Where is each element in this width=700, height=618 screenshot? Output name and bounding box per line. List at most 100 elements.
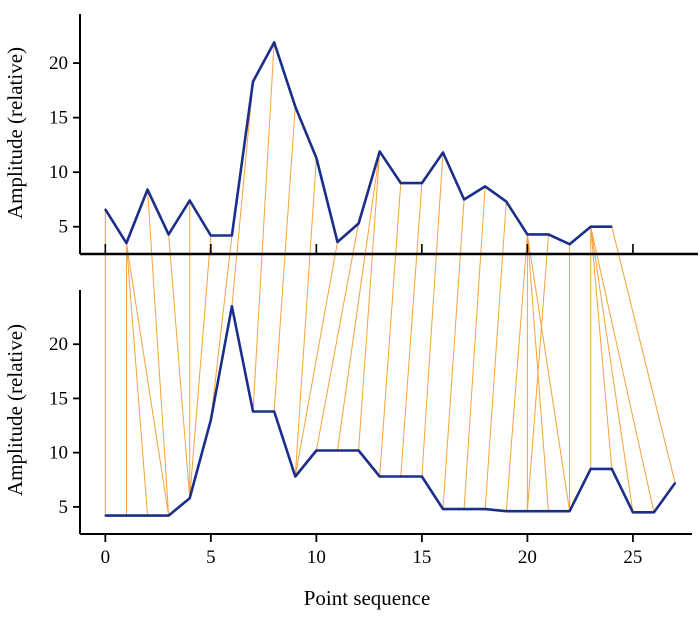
axes: 5 10 15 20 5 10 15 20 0 5 10 15 20 25	[49, 14, 698, 568]
warp-line	[526, 234, 571, 512]
y-tick-label-top: 10	[49, 162, 68, 183]
warp-line	[611, 226, 676, 484]
x-tick-label: 10	[307, 547, 326, 568]
data-point-bottom	[294, 475, 297, 478]
data-point-top	[484, 185, 487, 188]
warp-line	[379, 183, 402, 477]
data-point-top	[463, 198, 465, 201]
data-point-top	[252, 80, 254, 83]
warp-line	[463, 186, 486, 510]
x-tick-label: 25	[623, 547, 642, 568]
data-point-top	[568, 243, 571, 246]
data-point-top	[399, 182, 402, 184]
data-point-top	[273, 41, 276, 44]
y-axis-title-bottom: Amplitude (relative)	[3, 324, 27, 496]
data-point-top	[336, 241, 339, 243]
x-tick-label: 15	[412, 547, 431, 568]
x-tick-label: 0	[101, 547, 111, 568]
data-point-bottom	[252, 410, 254, 413]
data-point-bottom	[674, 482, 677, 484]
data-point-bottom	[568, 510, 571, 513]
data-point-bottom	[209, 419, 212, 422]
warp-line	[526, 234, 549, 512]
warp-line	[189, 235, 212, 499]
data-point-top	[547, 233, 550, 236]
data-point-top	[357, 222, 360, 225]
data-point-bottom	[273, 410, 276, 413]
data-point-top	[442, 151, 444, 154]
y-tick-label-top: 5	[59, 217, 69, 238]
data-point-top	[146, 188, 149, 191]
y-tick-label-bottom: 5	[59, 497, 69, 518]
warp-line	[590, 226, 634, 513]
data-point-bottom	[589, 468, 592, 470]
data-point-bottom	[505, 510, 508, 513]
series-lines	[104, 41, 677, 517]
warping-lines	[104, 42, 676, 516]
data-point-top	[505, 200, 508, 203]
warp-line	[125, 243, 170, 516]
data-point-top	[188, 199, 191, 202]
data-point-bottom	[104, 514, 107, 517]
warp-line	[484, 201, 507, 510]
data-point-top	[231, 234, 233, 237]
data-point-top	[610, 225, 613, 228]
y-axis-title-top: Amplitude (relative)	[3, 47, 27, 219]
warp-line	[273, 106, 296, 412]
data-point-top	[209, 234, 212, 237]
y-tick-label-top: 20	[49, 53, 68, 74]
data-point-bottom	[378, 475, 381, 478]
warp-line	[358, 151, 381, 451]
warp-line	[590, 226, 655, 513]
warp-line	[336, 151, 381, 451]
warp-line	[210, 235, 233, 421]
warp-line	[294, 241, 338, 477]
warp-line	[505, 234, 528, 512]
data-point-bottom	[231, 305, 233, 308]
data-point-bottom	[484, 508, 487, 510]
data-point-top	[378, 150, 381, 153]
warp-line	[294, 157, 317, 477]
data-point-top	[315, 157, 318, 159]
series-line-top	[104, 41, 612, 246]
data-point-bottom	[146, 514, 149, 517]
y-tick-label-bottom: 15	[49, 388, 68, 409]
data-point-top	[104, 208, 107, 211]
x-tick-label: 5	[206, 547, 216, 568]
data-point-bottom	[357, 449, 360, 452]
data-point-bottom	[526, 510, 529, 513]
y-tick-label-top: 15	[49, 108, 68, 129]
data-point-bottom	[547, 510, 550, 513]
x-tick-label: 20	[518, 547, 537, 568]
data-point-bottom	[420, 475, 423, 478]
warp-line	[231, 81, 254, 307]
data-point-top	[167, 233, 170, 236]
series-line-bottom	[105, 304, 677, 517]
data-point-bottom	[125, 514, 128, 517]
y-tick-label-bottom: 20	[49, 334, 68, 355]
warp-line	[252, 42, 275, 412]
data-point-top	[125, 242, 128, 244]
data-point-top	[420, 182, 423, 184]
warp-line	[125, 243, 149, 516]
data-point-bottom	[442, 508, 444, 510]
warp-line	[168, 234, 191, 499]
data-point-top	[526, 233, 529, 236]
x-axis-title: Point sequence	[304, 586, 431, 610]
data-point-bottom	[167, 514, 170, 517]
data-point-bottom	[610, 468, 613, 470]
y-tick-label-bottom: 10	[49, 443, 68, 464]
warp-line	[421, 152, 444, 477]
warp-line	[315, 223, 360, 451]
data-point-bottom	[463, 508, 465, 510]
data-point-bottom	[653, 511, 655, 514]
data-point-top	[589, 225, 592, 228]
data-point-bottom	[399, 475, 402, 478]
data-point-top	[294, 105, 297, 108]
warp-line	[147, 189, 170, 516]
data-point-bottom	[315, 449, 318, 452]
warp-line	[400, 183, 423, 477]
warp-line	[442, 199, 465, 510]
